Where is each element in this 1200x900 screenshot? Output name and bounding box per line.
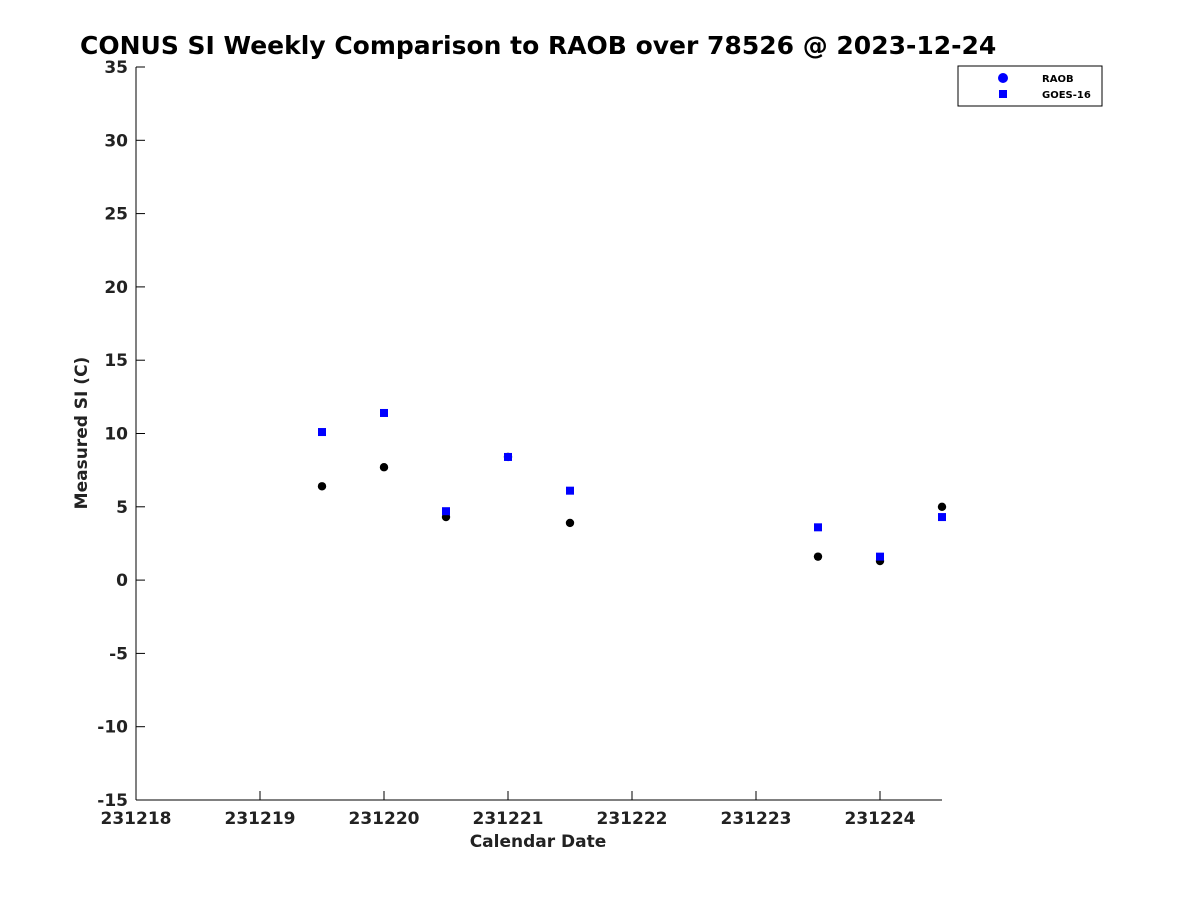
y-ticks: 35 30 25 20 15 10 5 0 -5 -10 -15: [97, 58, 145, 811]
x-tick-label: 231222: [597, 809, 668, 829]
goes16-point: [380, 408, 388, 417]
y-tick-label: 10: [104, 425, 128, 445]
raob-point: [813, 552, 823, 561]
y-tick-label: 25: [104, 205, 128, 225]
y-tick-label: 30: [104, 131, 128, 151]
x-ticks: 231218 231219 231220 231221 231222 231223 2312…: [101, 791, 916, 829]
x-tick-label: 231221: [473, 809, 544, 829]
y-axis-label: Measured SI (C): [72, 357, 92, 510]
legend-box: [957, 65, 1103, 107]
y-tick-label: 5: [116, 498, 128, 518]
x-tick-label: 231220: [349, 809, 420, 829]
raob-point: [565, 518, 575, 528]
y-tick-label: 35: [104, 58, 128, 78]
legend-label: RAOB: [1042, 74, 1074, 85]
axes: [135, 67, 942, 801]
y-tick-label: -5: [109, 644, 128, 664]
legend: RAOB GOES-16: [957, 65, 1103, 107]
x-tick-label: 231223: [721, 809, 792, 829]
y-tick-label: 15: [104, 351, 128, 371]
goes16-point: [504, 452, 512, 461]
goes16-point: [566, 486, 574, 495]
goes16-point: [318, 428, 326, 437]
y-tick-label: 20: [104, 278, 128, 298]
y-tick-label: 0: [116, 571, 128, 591]
legend-marker-raob: [998, 73, 1008, 83]
x-tick-label: 231219: [225, 809, 296, 829]
chart-title: CONUS SI Weekly Comparison to RAOB over …: [80, 31, 996, 60]
x-tick-label: 231224: [845, 809, 916, 829]
y-tick-label: -10: [97, 718, 128, 738]
raob-point: [937, 502, 947, 511]
goes16-point: [876, 552, 884, 561]
x-axis-label: Calendar Date: [470, 832, 607, 852]
goes16-point: [938, 513, 946, 522]
x-tick-label: 231218: [101, 809, 172, 829]
goes16-point: [814, 523, 822, 532]
data-points: [317, 408, 947, 566]
legend-marker-goes16: [999, 90, 1007, 98]
y-tick-label: -15: [97, 791, 128, 811]
raob-point: [379, 463, 389, 472]
legend-label: GOES-16: [1042, 90, 1091, 101]
raob-point: [317, 482, 327, 491]
goes16-point: [442, 507, 450, 516]
